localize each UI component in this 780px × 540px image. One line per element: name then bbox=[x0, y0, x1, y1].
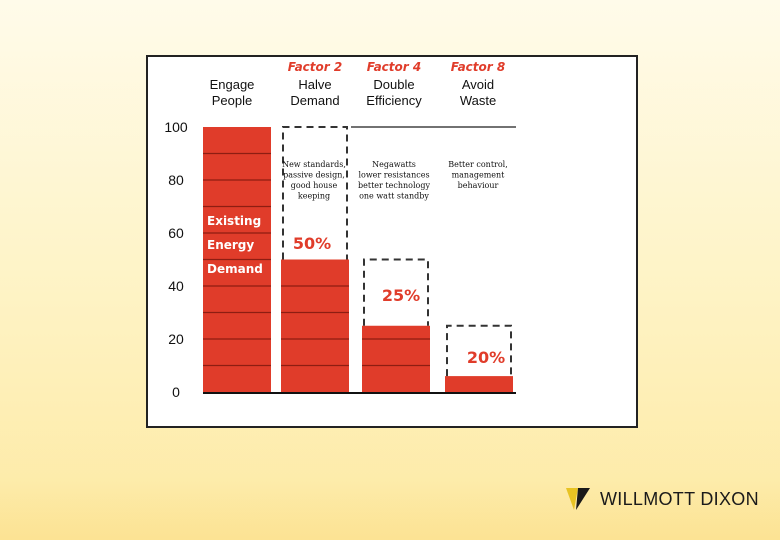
percent-label: 25% bbox=[382, 286, 420, 305]
header-line2: Efficiency bbox=[366, 93, 422, 108]
previous-level-outline bbox=[363, 258, 429, 326]
header-line2: Waste bbox=[460, 93, 496, 108]
header-factor: Factor 8 bbox=[451, 60, 505, 74]
y-tick-label: 100 bbox=[164, 119, 188, 135]
annotation-note: Better control, bbox=[448, 160, 508, 169]
annotation-note: one watt standby bbox=[359, 192, 429, 201]
bar bbox=[281, 259, 349, 392]
chart-panel: 0 20 40 60 80 100 Engage People Factor 2 Halve Dem… bbox=[146, 55, 638, 428]
bar bbox=[362, 325, 430, 392]
existing-demand-label: Energy bbox=[207, 238, 254, 252]
willmott-dixon-logo-icon bbox=[566, 488, 590, 510]
percent-label: 20% bbox=[467, 348, 505, 367]
previous-level-outline bbox=[446, 324, 512, 377]
y-tick-label: 80 bbox=[168, 172, 184, 188]
existing-demand-label: Existing bbox=[207, 214, 261, 228]
header-line2: People bbox=[212, 93, 252, 108]
existing-demand-label: Demand bbox=[207, 262, 263, 276]
bar bbox=[445, 376, 513, 392]
header-line1: Avoid bbox=[462, 77, 494, 92]
annotation-note: management bbox=[452, 171, 506, 180]
annotation-note: keeping bbox=[298, 192, 330, 201]
annotation-note: better technology bbox=[358, 181, 430, 190]
header-factor: Factor 4 bbox=[367, 60, 421, 74]
previous-level-outline bbox=[282, 126, 348, 260]
header-line2: Demand bbox=[290, 93, 339, 108]
annotation-note: lower resistances bbox=[358, 171, 429, 180]
annotation-note: good house bbox=[291, 181, 338, 190]
header-line1: Halve bbox=[298, 77, 331, 92]
y-tick-label: 20 bbox=[168, 331, 184, 347]
header-factor: Factor 2 bbox=[288, 60, 342, 74]
y-tick-label: 0 bbox=[172, 384, 180, 400]
annotation-note: passive design, bbox=[283, 171, 345, 180]
annotation-note: behaviour bbox=[458, 181, 499, 190]
brand-logo: WILLMOTT DIXON bbox=[566, 486, 759, 512]
header-line1: Double bbox=[373, 77, 414, 92]
brand-name: WILLMOTT DIXON bbox=[600, 488, 759, 509]
y-tick-label: 40 bbox=[168, 278, 184, 294]
annotation-note: Negawatts bbox=[372, 160, 416, 169]
percent-label: 50% bbox=[293, 234, 331, 253]
annotation-note: New standards, bbox=[282, 160, 346, 169]
header-line1: Engage bbox=[210, 77, 255, 92]
y-tick-label: 60 bbox=[168, 225, 184, 241]
footer-band bbox=[0, 480, 780, 540]
